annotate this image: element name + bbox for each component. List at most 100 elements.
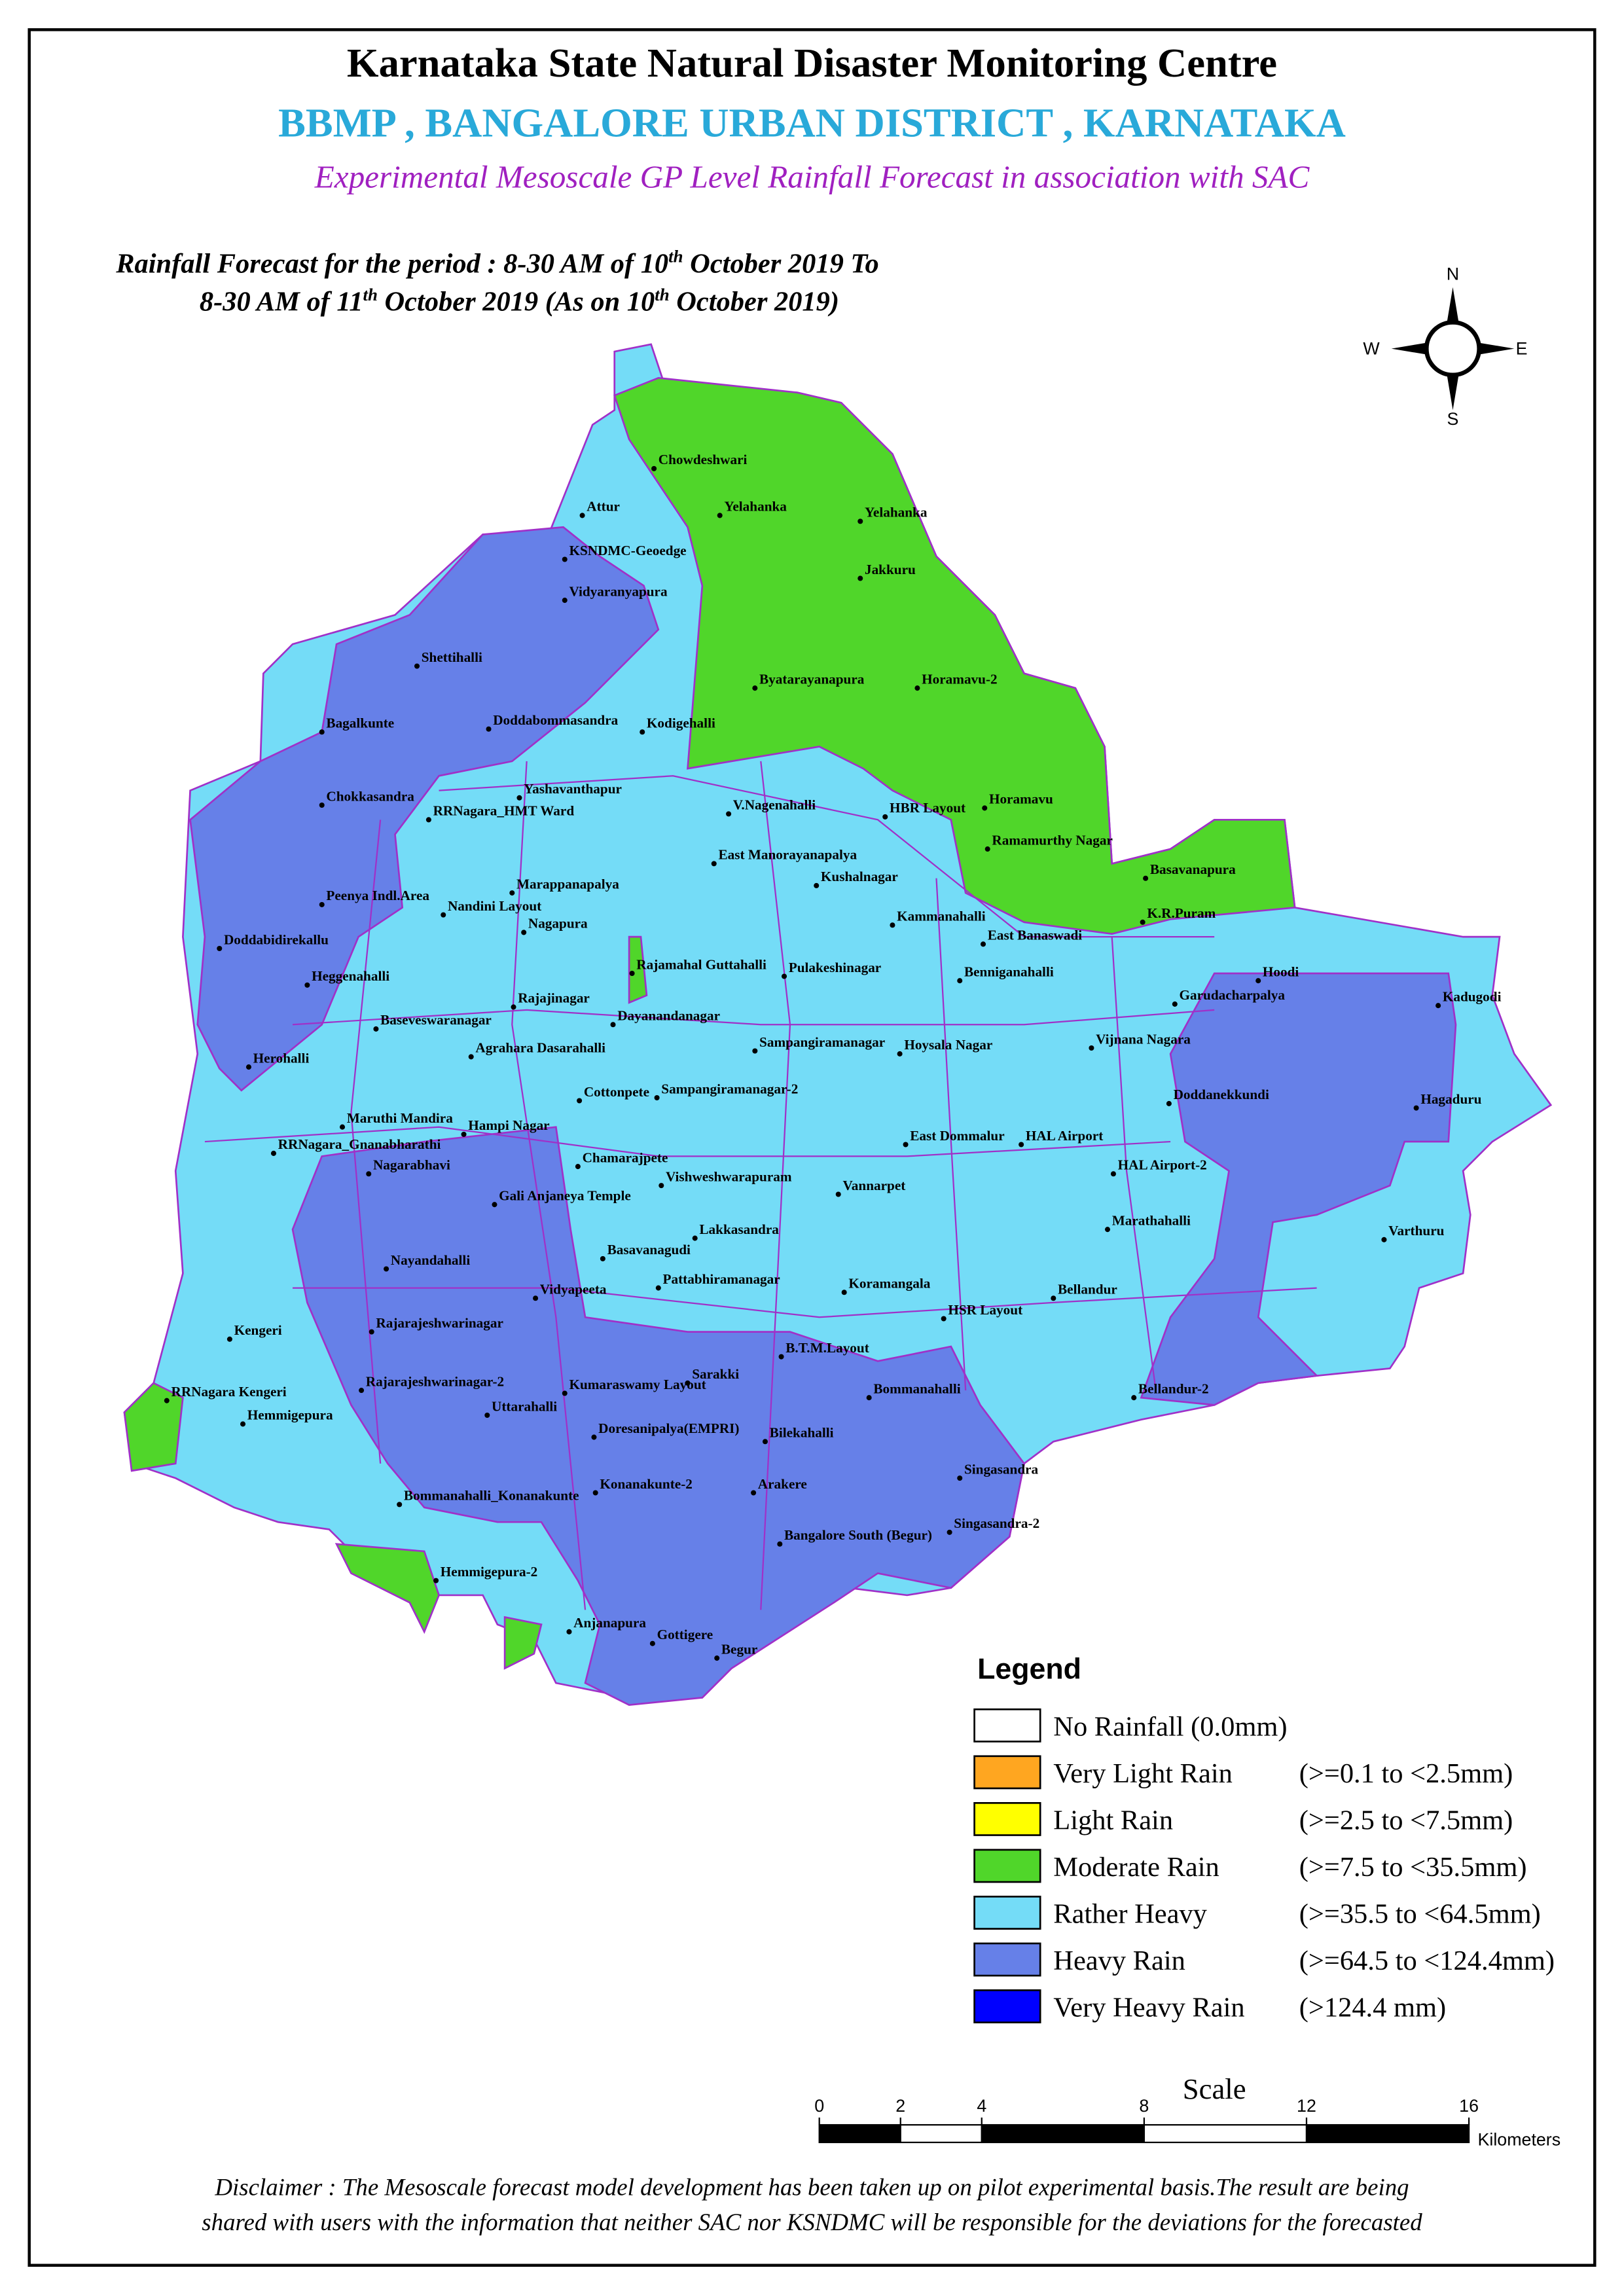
place-dot bbox=[777, 1541, 783, 1547]
place-dot bbox=[1435, 1003, 1441, 1009]
scale-tick-label: 0 bbox=[814, 2096, 824, 2116]
place-dot bbox=[414, 663, 420, 669]
place-label: Ramamurthy Nagar bbox=[992, 832, 1112, 848]
legend-swatch bbox=[973, 1801, 1041, 1836]
rainfall-zone bbox=[628, 935, 648, 1004]
place-dot bbox=[591, 1434, 597, 1440]
place-dot bbox=[882, 814, 888, 820]
place-label: Sarakki bbox=[692, 1366, 739, 1382]
place-label: Peenya Indl.Area bbox=[326, 888, 429, 903]
scale-segment bbox=[981, 2123, 1145, 2144]
place-dot bbox=[521, 930, 527, 935]
scale-bar: Scale Kilometers 0 2 4 8 12 16 bbox=[814, 2072, 1561, 2150]
place-dot bbox=[890, 922, 895, 928]
place-dot bbox=[579, 513, 585, 518]
ward-boundary bbox=[204, 1126, 1171, 1157]
legend-range: (>=0.1 to <2.5mm) bbox=[1299, 1758, 1513, 1789]
place-label: Lakkasandra bbox=[699, 1221, 779, 1237]
scale-segment bbox=[1143, 2123, 1308, 2144]
place-label: Gottigere bbox=[657, 1627, 713, 1642]
scale-title: Scale bbox=[1183, 2072, 1246, 2105]
place-dot bbox=[1413, 1105, 1419, 1111]
scale-segment bbox=[818, 2123, 901, 2144]
compass-label: S bbox=[1447, 409, 1459, 429]
place-label: Hemmigepura bbox=[247, 1407, 333, 1423]
place-label: Chokkasandra bbox=[326, 788, 414, 804]
place-dot bbox=[629, 970, 635, 977]
place-dot bbox=[717, 513, 723, 518]
scale-tick-label: 4 bbox=[977, 2096, 986, 2116]
place-dot bbox=[941, 1316, 947, 1322]
place-label: Shettihalli bbox=[422, 649, 482, 665]
legend-swatch bbox=[973, 1896, 1041, 1930]
place-dot bbox=[659, 1183, 664, 1189]
place-label: Nagapura bbox=[528, 916, 588, 931]
place-dot bbox=[468, 1054, 474, 1060]
forecast-period: 8-30 AM of 11th October 2019 (As on 10th… bbox=[200, 285, 839, 317]
place-dot bbox=[562, 598, 568, 604]
title: Karnataka State Natural Disaster Monitor… bbox=[347, 40, 1277, 86]
place-label: East Dommalur bbox=[910, 1128, 1004, 1144]
ward-boundary bbox=[439, 775, 1215, 938]
rainfall-zone bbox=[123, 1382, 184, 1472]
place-label: HAL Airport-2 bbox=[1118, 1157, 1207, 1173]
place-dot bbox=[947, 1529, 952, 1535]
place-dot bbox=[714, 1655, 720, 1661]
place-label: Kadugodi bbox=[1443, 988, 1502, 1004]
place-label: Baseveswaranagar bbox=[380, 1012, 492, 1028]
place-dot bbox=[164, 1398, 170, 1403]
superscript: th bbox=[668, 247, 683, 266]
place-label: Hagaduru bbox=[1420, 1091, 1481, 1107]
text: October 2019) bbox=[670, 287, 839, 317]
place-dot bbox=[857, 518, 863, 524]
place-label: Doddabommasandra bbox=[493, 712, 618, 728]
place-label: Anjanapura bbox=[573, 1615, 646, 1631]
legend-swatch bbox=[973, 1989, 1041, 2023]
place-dot bbox=[692, 1235, 698, 1241]
place-dot bbox=[384, 1266, 389, 1272]
place-label: Horamavu bbox=[989, 791, 1053, 807]
place-label: Gali Anjaneya Temple bbox=[499, 1187, 631, 1203]
place-dot bbox=[516, 795, 522, 801]
legend-label: Rather Heavy bbox=[1053, 1899, 1207, 1930]
place-label: Doddabidirekallu bbox=[224, 931, 329, 947]
place-dot bbox=[814, 882, 820, 888]
place-label: Begur bbox=[721, 1641, 757, 1657]
place-label: East Manorayanapalya bbox=[718, 847, 857, 863]
place-label: Attur bbox=[586, 499, 620, 515]
place-dot bbox=[610, 1022, 616, 1028]
place-dot bbox=[903, 1142, 909, 1148]
place-dot bbox=[1019, 1142, 1024, 1148]
rainfall-zone bbox=[1140, 972, 1457, 1406]
place-dot bbox=[841, 1290, 847, 1295]
place-label: Pattabhiramanagar bbox=[663, 1271, 780, 1287]
place-label: Rajarajeshwarinagar bbox=[376, 1315, 503, 1331]
rainfall-zone bbox=[613, 376, 1296, 935]
place-dot bbox=[1143, 875, 1149, 881]
place-dot bbox=[319, 729, 325, 735]
legend-range: (>=7.5 to <35.5mm) bbox=[1299, 1852, 1527, 1883]
place-dot bbox=[509, 890, 515, 896]
place-label: KSNDMC-Geoedge bbox=[569, 543, 686, 558]
place-labels: Chowdeshwari Attur Yelahanka Yelahanka KSNDM… bbox=[164, 452, 1502, 1661]
scale-tick-label: 2 bbox=[895, 2096, 905, 2116]
place-label: Hoodi bbox=[1263, 964, 1299, 979]
rainfall-zone bbox=[189, 526, 660, 1092]
place-dot bbox=[1089, 1045, 1094, 1051]
place-dot bbox=[397, 1502, 403, 1508]
scale-tick-label: 16 bbox=[1459, 2096, 1479, 2116]
place-label: Nagarabhavi bbox=[373, 1157, 450, 1173]
place-label: RRNagara Kengeri bbox=[171, 1384, 287, 1400]
place-label: HAL Airport bbox=[1026, 1128, 1103, 1144]
place-dot bbox=[304, 982, 310, 988]
place-dot bbox=[484, 1413, 490, 1419]
place-dot bbox=[984, 846, 990, 852]
scale-tick-label: 8 bbox=[1139, 2096, 1149, 2116]
place-dot bbox=[778, 1354, 784, 1360]
place-label: Sampangiramanagar-2 bbox=[661, 1081, 798, 1096]
legend-range: (>=35.5 to <64.5mm) bbox=[1299, 1899, 1541, 1930]
place-dot bbox=[752, 1048, 758, 1054]
place-dot bbox=[1255, 978, 1261, 984]
compass-ring bbox=[1424, 320, 1482, 378]
place-dot bbox=[866, 1395, 872, 1401]
